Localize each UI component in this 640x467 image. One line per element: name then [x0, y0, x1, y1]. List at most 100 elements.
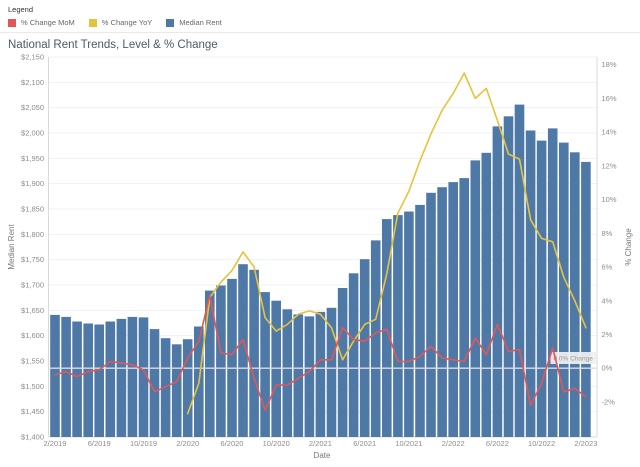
median-rent-bar[interactable] [315, 311, 326, 437]
median-rent-bar[interactable] [249, 269, 259, 437]
median-rent-bar[interactable] [393, 215, 403, 437]
median-rent-bar[interactable] [382, 219, 392, 437]
left-axis-tick-label: $1,750 [21, 255, 44, 264]
legend-item-median-rent[interactable]: Median Rent [166, 18, 222, 27]
median-rent-bar[interactable] [50, 314, 60, 437]
left-axis-tick-label: $1,550 [21, 357, 44, 366]
median-rent-bar[interactable] [570, 152, 580, 438]
left-axis-tick-label: $2,050 [21, 103, 44, 112]
yoy-line[interactable] [186, 72, 587, 415]
x-axis-tick-label: 6/2019 [88, 439, 111, 448]
legend: Legend % Change MoM % Change YoY Median … [8, 5, 236, 27]
median-rent-bar[interactable] [260, 292, 270, 437]
median-rent-bar[interactable] [359, 259, 370, 437]
median-rent-bar[interactable] [536, 140, 547, 437]
x-axis-tick-label: 6/2021 [353, 439, 376, 448]
left-axis-tick-label: $2,100 [21, 78, 44, 87]
right-axis-title: % Change [624, 228, 633, 266]
x-axis-tick-label: 10/2022 [528, 439, 555, 448]
x-axis-tick-label: 2/2022 [442, 439, 465, 448]
left-axis-tick-label: $1,650 [21, 306, 44, 315]
median-rent-bar[interactable] [503, 116, 514, 438]
legend-item-label: Median Rent [179, 18, 222, 27]
left-axis-tick-label: $1,600 [21, 331, 44, 340]
median-rent-bar[interactable] [72, 321, 82, 438]
median-rent-bar[interactable] [448, 182, 458, 437]
median-rent-swatch-icon [166, 18, 175, 27]
median-rent-bar[interactable] [61, 316, 71, 437]
legend-item-mom[interactable]: % Change MoM [8, 18, 75, 27]
legend-item-yoy[interactable]: % Change YoY [88, 18, 153, 27]
left-axis-tick-label: $1,500 [21, 382, 44, 391]
median-rent-bar[interactable] [282, 309, 293, 437]
mom-swatch-icon [8, 18, 16, 27]
right-axis-tick-label: 14% [602, 128, 617, 137]
right-axis-tick-label: 10% [602, 195, 617, 204]
median-rent-bar[interactable] [481, 152, 492, 438]
left-axis-tick-label: $2,150 [21, 53, 44, 62]
median-rent-bar[interactable] [326, 307, 337, 437]
median-rent-bar[interactable] [426, 192, 436, 437]
right-axis-tick-label: 4% [602, 296, 613, 305]
median-rent-bar[interactable] [138, 317, 149, 437]
median-rent-bar[interactable] [348, 273, 359, 437]
median-rent-bar[interactable] [304, 316, 315, 437]
right-axis-tick-label: 8% [602, 229, 613, 238]
x-axis-tick-label: 10/2019 [130, 439, 157, 448]
right-axis-tick-label: 6% [602, 263, 613, 272]
median-rent-bar[interactable] [370, 240, 381, 437]
left-axis-tick-label: $1,950 [21, 154, 44, 163]
x-axis-tick-label: 2/2021 [309, 439, 332, 448]
median-rent-bar[interactable] [581, 161, 591, 437]
median-rent-bar[interactable] [293, 314, 304, 437]
median-rent-bar[interactable] [182, 339, 193, 437]
median-rent-bar[interactable] [105, 321, 116, 438]
left-axis-tick-label: $1,450 [21, 407, 44, 416]
median-rent-bar[interactable] [171, 344, 182, 437]
x-axis-tick-label: 10/2020 [263, 439, 290, 448]
median-rent-bar[interactable] [83, 323, 93, 438]
median-rent-bar[interactable] [470, 160, 481, 437]
left-axis-tick-label: $1,700 [21, 281, 44, 290]
median-rent-bar[interactable] [149, 329, 160, 437]
left-axis-tick-label: $1,800 [21, 230, 44, 239]
median-rent-bar[interactable] [238, 264, 248, 437]
legend-divider [0, 32, 640, 33]
median-rent-bar[interactable] [559, 142, 569, 437]
left-axis-tick-label: $1,900 [21, 179, 44, 188]
reference-line-label-box [550, 352, 596, 364]
right-axis-tick-label: 12% [602, 161, 617, 170]
median-rent-bar[interactable] [94, 324, 104, 438]
x-axis-title: Date [314, 451, 331, 460]
median-rent-bar[interactable] [525, 130, 536, 438]
median-rent-bar[interactable] [216, 285, 226, 438]
median-rent-bar[interactable] [415, 204, 425, 437]
median-rent-bar[interactable] [547, 128, 558, 437]
left-axis-tick-label: $1,850 [21, 205, 44, 214]
legend-item-label: % Change YoY [101, 18, 153, 27]
median-rent-bar[interactable] [205, 290, 215, 437]
left-axis-tick-label: $2,000 [21, 129, 44, 138]
median-rent-bar[interactable] [437, 187, 447, 437]
legend-items: % Change MoM % Change YoY Median Rent [8, 18, 236, 27]
median-rent-bar[interactable] [337, 288, 348, 437]
median-rent-bar[interactable] [227, 278, 237, 437]
x-axis-tick-label: 10/2021 [395, 439, 422, 448]
right-axis-tick-label: 18% [602, 60, 617, 69]
median-rent-bar[interactable] [127, 316, 138, 437]
median-rent-bar[interactable] [116, 318, 127, 437]
median-rent-bar[interactable] [514, 104, 525, 437]
median-rent-bar[interactable] [459, 178, 469, 437]
median-rent-bar[interactable] [404, 211, 414, 438]
x-axis-tick-label: 6/2022 [486, 439, 509, 448]
x-axis-tick-label: 2/2019 [44, 439, 67, 448]
median-rent-bar[interactable] [160, 338, 171, 437]
left-axis-tick-label: $1,400 [21, 433, 44, 442]
x-axis-tick-label: 2/2023 [574, 439, 597, 448]
median-rent-bar[interactable] [492, 126, 503, 438]
legend-title: Legend [8, 5, 34, 14]
mom-line[interactable] [54, 294, 587, 412]
